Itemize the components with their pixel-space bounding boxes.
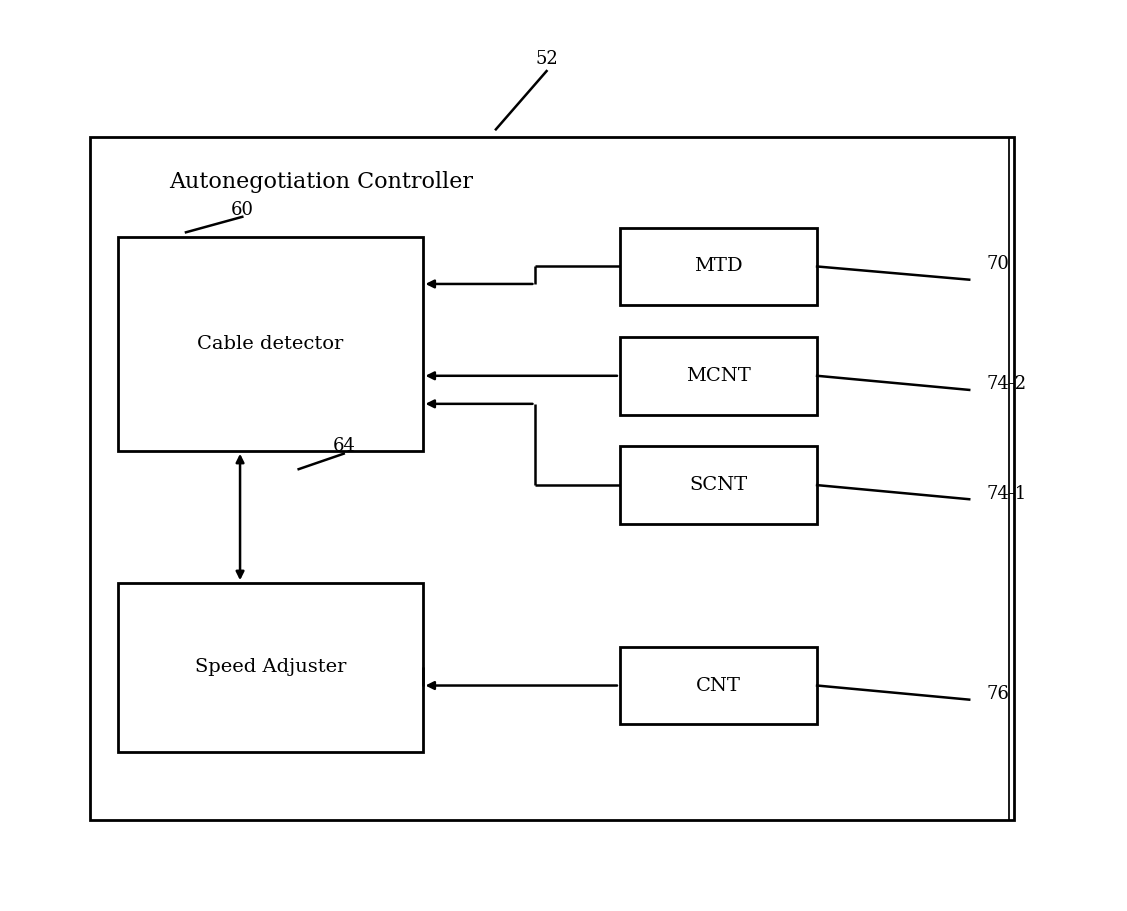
- Text: MTD: MTD: [694, 258, 743, 275]
- Text: SCNT: SCNT: [690, 476, 747, 494]
- Text: 60: 60: [231, 200, 254, 219]
- Text: Speed Adjuster: Speed Adjuster: [195, 658, 346, 676]
- Bar: [620, 337, 817, 415]
- Text: 70: 70: [986, 255, 1009, 273]
- Bar: [620, 228, 817, 305]
- Text: CNT: CNT: [696, 677, 740, 694]
- Text: 52: 52: [535, 50, 558, 68]
- Bar: [118, 237, 423, 451]
- Bar: [118, 583, 423, 752]
- Bar: [90, 137, 1014, 820]
- Text: 74-2: 74-2: [986, 375, 1027, 394]
- Text: 64: 64: [332, 437, 355, 456]
- Text: 74-1: 74-1: [986, 485, 1027, 503]
- Text: Autonegotiation Controller: Autonegotiation Controller: [169, 171, 473, 193]
- Text: Cable detector: Cable detector: [197, 335, 344, 353]
- Bar: [620, 446, 817, 524]
- Text: MCNT: MCNT: [686, 367, 751, 384]
- Bar: [620, 647, 817, 724]
- Text: 76: 76: [986, 685, 1009, 703]
